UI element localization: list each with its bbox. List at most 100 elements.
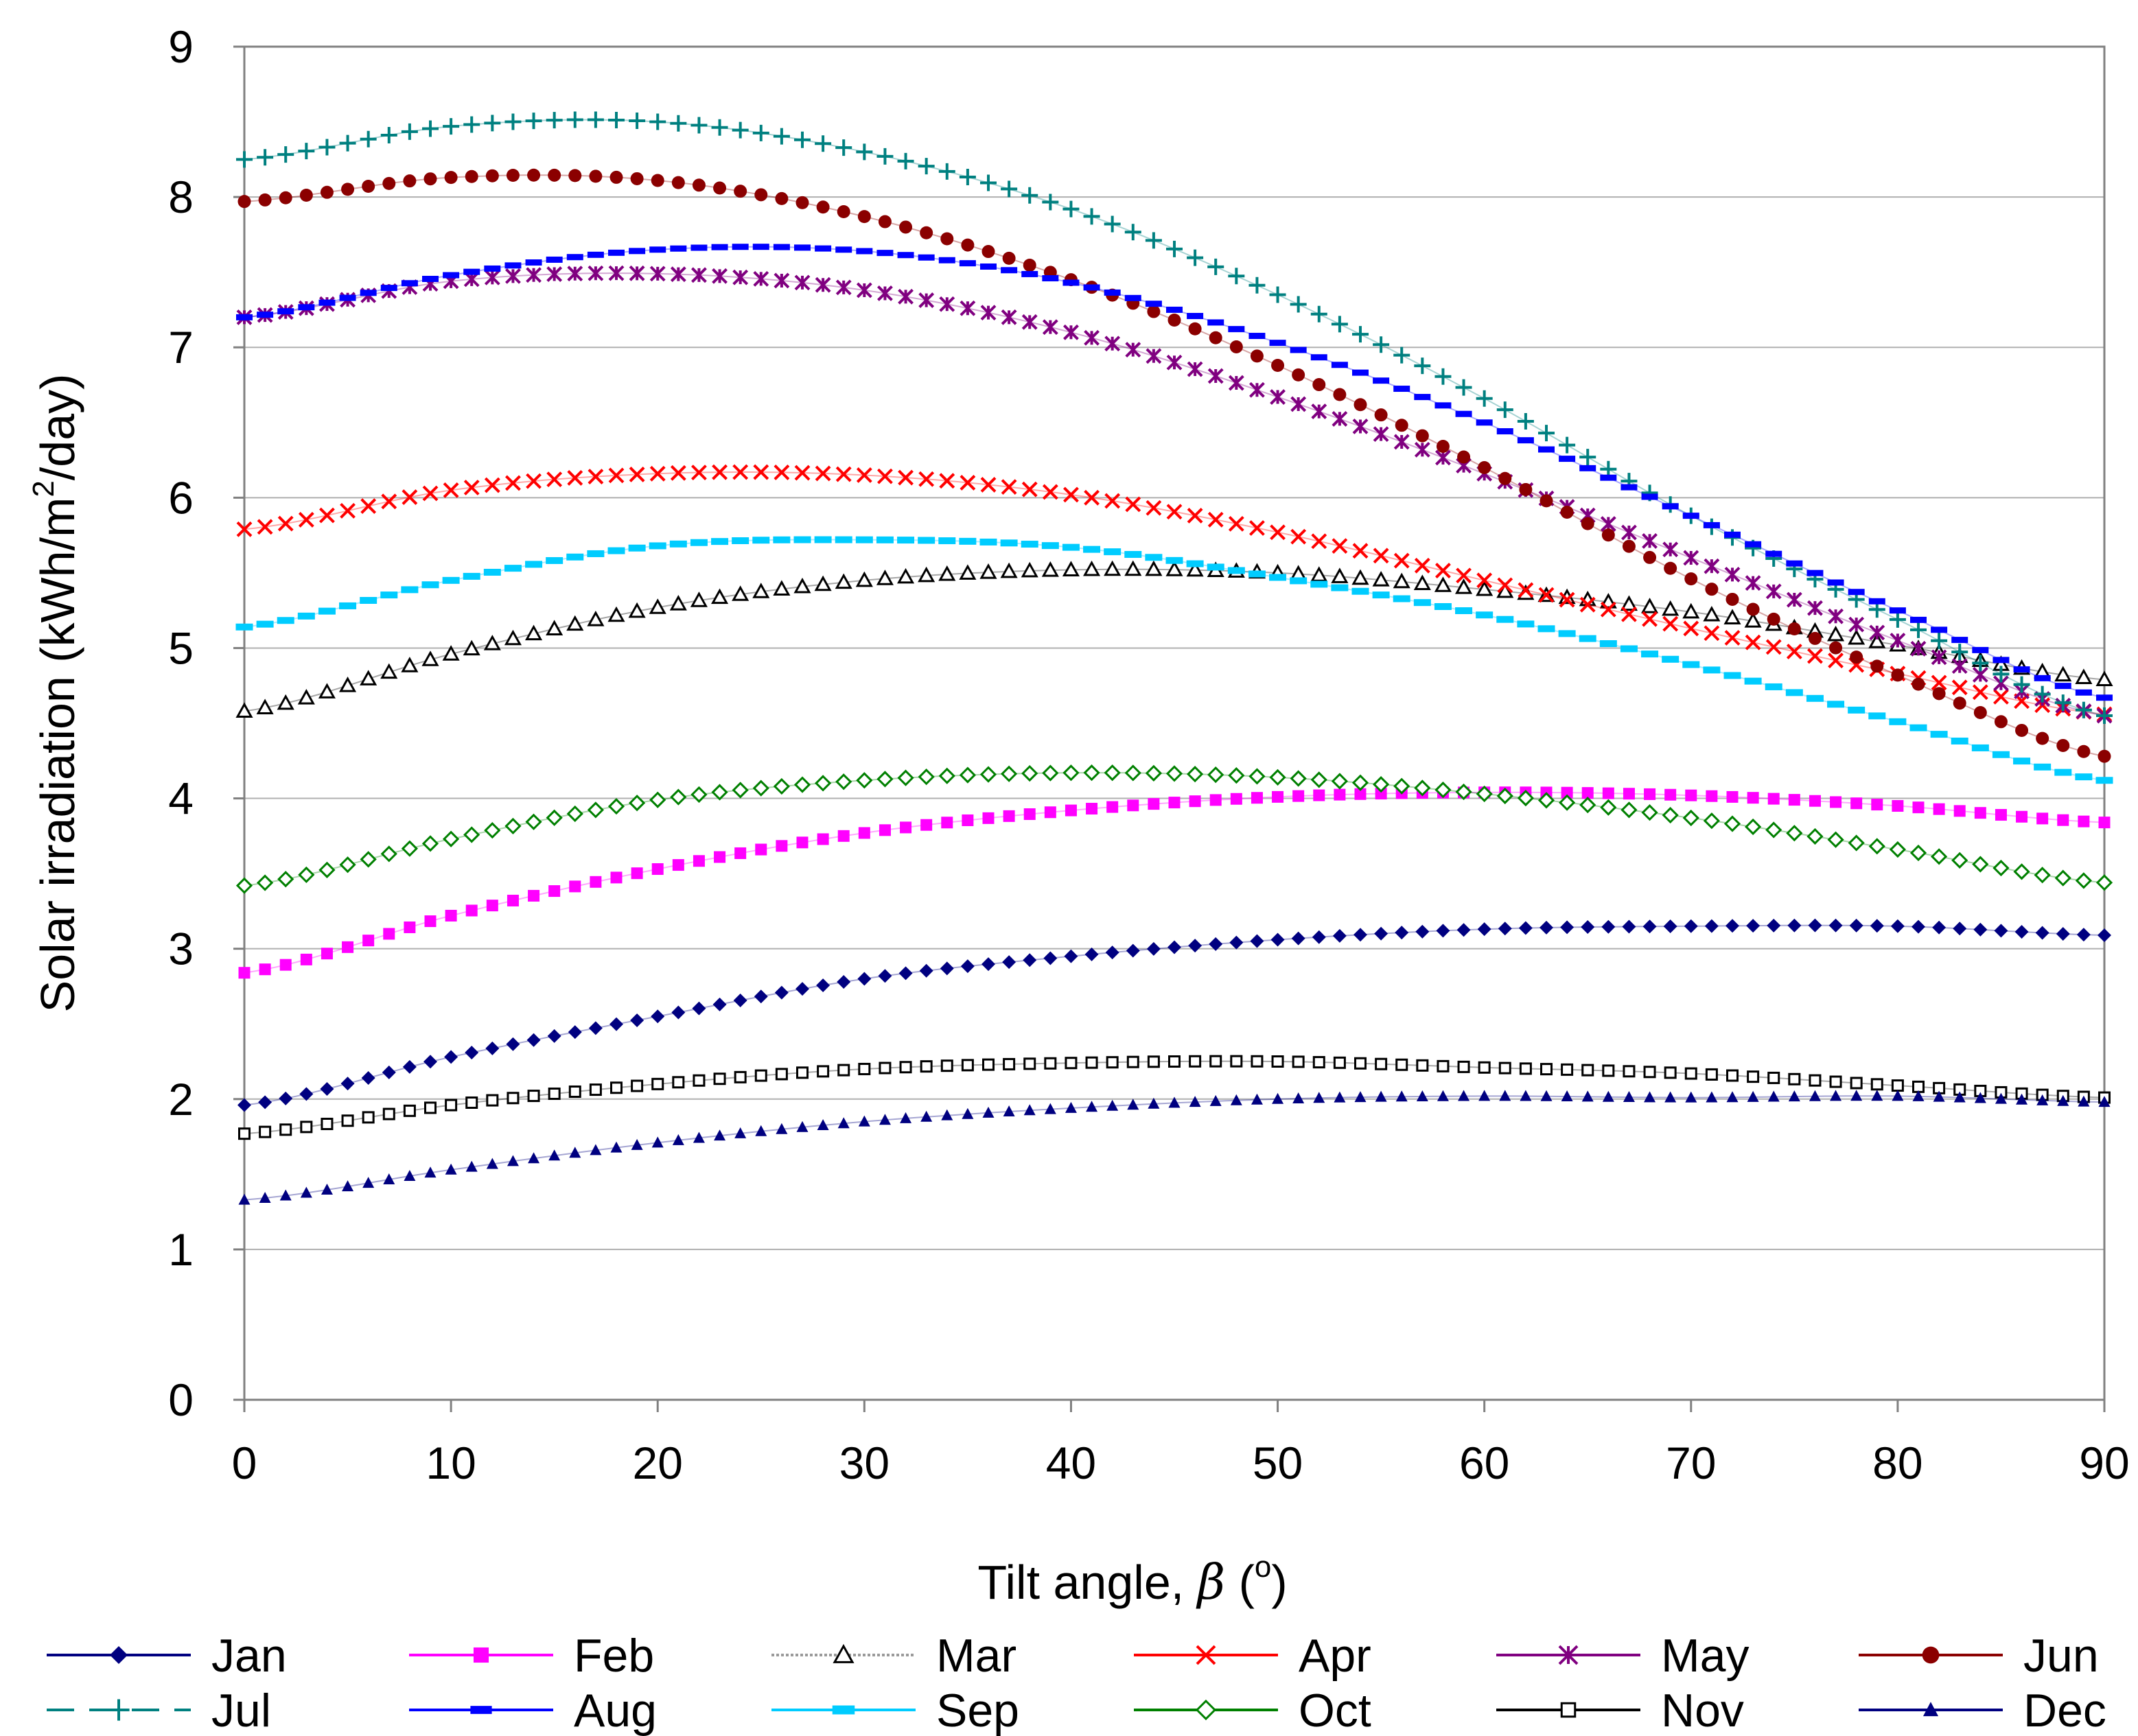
marker-sep — [1889, 718, 1907, 725]
marker-dec — [1581, 1090, 1594, 1102]
marker-sep — [1104, 548, 1122, 556]
marker-jan — [1828, 918, 1843, 932]
marker-mar — [1104, 560, 1122, 576]
marker-mar — [959, 564, 977, 580]
marker-oct — [1393, 777, 1410, 795]
marker-nov — [1023, 1057, 1036, 1070]
marker-nov — [341, 1114, 354, 1127]
marker-dec — [1168, 1096, 1181, 1108]
marker-mar — [401, 657, 419, 672]
marker-jun — [1002, 251, 1016, 265]
marker-dec — [1830, 1090, 1842, 1101]
marker-dec — [1499, 1090, 1511, 1101]
series-group — [235, 111, 2113, 1205]
marker-apr — [918, 471, 935, 487]
marker-jul — [236, 151, 253, 168]
marker-jan — [878, 969, 892, 983]
marker-jun — [1519, 482, 1533, 496]
marker-feb — [1561, 786, 1573, 799]
marker-aug — [1228, 326, 1245, 333]
marker-mar — [318, 683, 336, 699]
marker-jul — [1331, 316, 1348, 333]
marker-oct — [1083, 764, 1100, 782]
marker-apr — [1125, 496, 1141, 513]
marker-jan — [279, 1091, 293, 1105]
marker-mar — [814, 575, 832, 591]
marker-jun — [1973, 705, 1987, 719]
legend-label-apr: Apr — [1299, 1630, 1371, 1682]
y-tick-label: 4 — [168, 773, 194, 824]
marker-feb — [507, 894, 519, 906]
marker-jul — [876, 148, 894, 165]
marker-dec — [1767, 1090, 1780, 1102]
marker-mar — [1083, 560, 1101, 576]
legend-item-dec: Dec — [1859, 1685, 2106, 1736]
marker-oct — [1331, 773, 1349, 790]
marker-jun — [568, 169, 582, 183]
marker-oct — [1579, 797, 1596, 814]
marker-dec — [755, 1125, 767, 1136]
marker-apr — [1683, 620, 1699, 637]
marker-dec — [1334, 1091, 1346, 1103]
marker-oct — [1930, 848, 1948, 865]
marker-apr — [1786, 644, 1802, 659]
marker-may — [567, 266, 583, 282]
marker-may — [546, 266, 563, 282]
series-sep — [235, 536, 2113, 784]
marker-dec — [1209, 1094, 1222, 1106]
marker-mar — [1641, 598, 1659, 613]
marker-jun — [1746, 602, 1760, 616]
marker-may — [1063, 324, 1079, 340]
marker-sep — [1723, 672, 1741, 679]
marker-nov — [548, 1087, 561, 1100]
marker-jan — [630, 1013, 644, 1027]
legend-marker-oct — [1195, 1699, 1217, 1721]
marker-aug — [897, 252, 914, 259]
y-tick-label: 3 — [168, 924, 194, 974]
marker-oct — [1848, 834, 1865, 852]
marker-aug — [1827, 579, 1844, 586]
marker-sep — [546, 556, 563, 564]
y-tick-label: 5 — [168, 622, 194, 673]
marker-mar — [607, 606, 625, 622]
marker-sep — [1971, 744, 1989, 751]
marker-dec — [1685, 1091, 1697, 1103]
marker-jul — [1951, 644, 1968, 661]
marker-oct — [1951, 852, 1968, 869]
marker-jul — [1083, 208, 1100, 225]
marker-mar — [1620, 595, 1638, 611]
marker-sep — [773, 536, 791, 543]
marker-dec — [259, 1191, 271, 1203]
marker-may — [1931, 649, 1947, 666]
marker-dec — [1395, 1090, 1408, 1102]
marker-sep — [1165, 556, 1183, 564]
marker-jun — [1374, 408, 1388, 422]
marker-nov — [1168, 1055, 1181, 1068]
marker-jan — [1663, 919, 1677, 934]
marker-jun — [1415, 429, 1429, 443]
marker-mar — [793, 577, 811, 594]
marker-oct — [773, 777, 791, 795]
marker-dec — [507, 1155, 519, 1166]
marker-jul — [1538, 425, 1555, 442]
marker-dec — [796, 1121, 809, 1132]
marker-nov — [775, 1068, 788, 1081]
marker-jun — [1395, 419, 1408, 432]
marker-feb — [2036, 812, 2049, 825]
marker-jun — [1457, 450, 1471, 464]
marker-nov — [1147, 1055, 1160, 1068]
marker-jul — [1145, 232, 1162, 249]
marker-mar — [773, 580, 791, 596]
marker-jul — [1042, 193, 1059, 211]
marker-jan — [671, 1005, 686, 1020]
marker-apr — [815, 465, 831, 482]
legend-item-feb: Feb — [409, 1630, 654, 1682]
marker-jan — [1890, 919, 1905, 933]
marker-apr — [1662, 615, 1679, 632]
marker-jul — [257, 149, 274, 166]
marker-sep — [669, 540, 687, 548]
marker-jun — [754, 188, 768, 202]
marker-jul — [2013, 676, 2030, 693]
marker-nov — [796, 1066, 809, 1079]
marker-dec — [1106, 1099, 1119, 1111]
